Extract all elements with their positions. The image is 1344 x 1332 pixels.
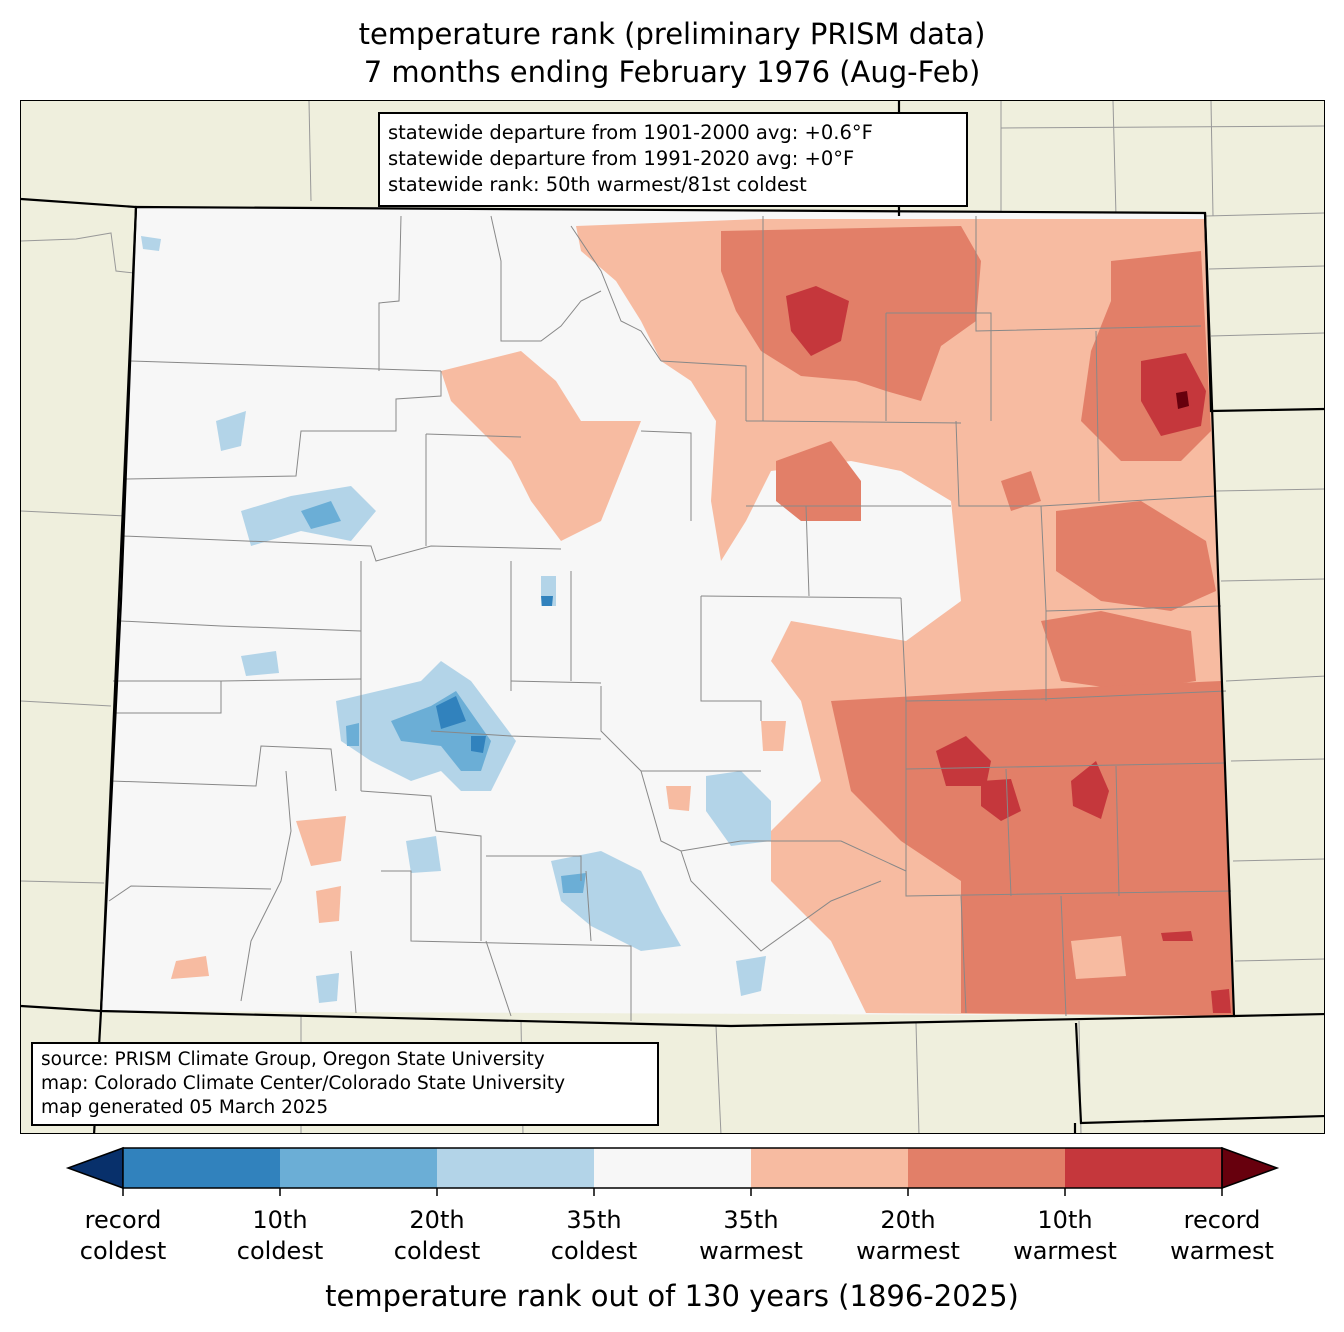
- colorbar-bin-6: [908, 1148, 1065, 1188]
- colorbar-bin-1: [123, 1148, 280, 1188]
- colorbar-bin-4: [594, 1148, 751, 1188]
- map-credit-line: map: Colorado Climate Center/Colorado St…: [41, 1073, 566, 1094]
- colorbar: [65, 1146, 1280, 1196]
- map-title-line2: 7 months ending February 1976 (Aug-Feb): [363, 55, 981, 89]
- colorbar-arrow-warm: [1221, 1146, 1280, 1190]
- tick-10th-coldest: 10th coldest: [236, 1206, 324, 1265]
- source-line: source: PRISM Climate Group, Oregon Stat…: [41, 1049, 545, 1070]
- colorado-rank-map: [21, 101, 1324, 1133]
- generated-date-line: map generated 05 March 2025: [41, 1097, 329, 1118]
- tick-35th-coldest: 35th coldest: [550, 1206, 638, 1265]
- departure-1991-2020: statewide departure from 1991-2020 avg: …: [388, 147, 855, 170]
- tick-record-coldest: record coldest: [79, 1206, 167, 1265]
- tick-35th-warmest: 35th warmest: [699, 1206, 803, 1265]
- tick-10th-warmest: 10th warmest: [1013, 1206, 1117, 1265]
- statewide-stats-box: statewide departure from 1901-2000 avg: …: [378, 112, 968, 207]
- colorbar-title: temperature rank out of 130 years (1896-…: [325, 1279, 1019, 1313]
- tick-20th-coldest: 20th coldest: [393, 1206, 481, 1265]
- colorbar-bin-3: [437, 1148, 594, 1188]
- colorbar-bin-7: [1065, 1148, 1222, 1188]
- tick-20th-warmest: 20th warmest: [856, 1206, 960, 1265]
- map-title-line1: temperature rank (preliminary PRISM data…: [358, 17, 986, 51]
- source-box: source: PRISM Climate Group, Oregon Stat…: [31, 1042, 659, 1126]
- statewide-rank: statewide rank: 50th warmest/81st coldes…: [388, 173, 807, 196]
- departure-1901-2000: statewide departure from 1901-2000 avg: …: [388, 121, 873, 144]
- colorbar-bin-2: [280, 1148, 437, 1188]
- colorbar-arrow-cold: [65, 1146, 124, 1190]
- tick-record-warmest: record warmest: [1170, 1206, 1274, 1265]
- map-frame: [20, 100, 1325, 1134]
- colorbar-bin-5: [751, 1148, 908, 1188]
